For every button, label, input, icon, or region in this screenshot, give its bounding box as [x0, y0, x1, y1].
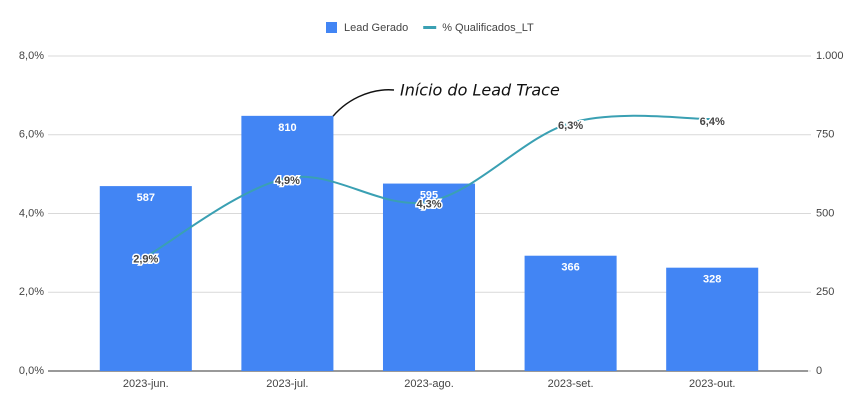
y2-tick-label: 0 — [816, 365, 822, 377]
bar — [99, 186, 192, 371]
bar — [666, 267, 759, 371]
y-tick-label: 0,0% — [19, 365, 44, 377]
line-label: 2,9% — [133, 254, 158, 266]
bar — [382, 183, 476, 371]
bar — [524, 255, 617, 371]
y2-tick-label: 1.000 — [816, 50, 844, 62]
y-tick-label: 4,0% — [19, 207, 44, 219]
legend-label: % Qualificados_LT — [442, 22, 534, 34]
x-tick-label: 2023-set. — [548, 378, 594, 390]
bar-label: 810 — [278, 122, 296, 134]
bar — [241, 115, 334, 371]
legend-swatch — [326, 22, 337, 33]
line — [145, 114, 713, 258]
legend-label: Lead Gerado — [344, 22, 408, 34]
bar-label: 366 — [561, 262, 579, 274]
line-label: 6,4% — [700, 116, 725, 128]
x-tick-label: 2023-jul. — [266, 378, 308, 390]
line-label: 4,9% — [275, 175, 300, 187]
bar-label: 587 — [137, 192, 155, 204]
y-tick-label: 6,0% — [19, 129, 44, 141]
x-tick-label: 2023-out. — [689, 378, 735, 390]
y2-tick-label: 250 — [816, 286, 834, 298]
y-tick-label: 8,0% — [19, 50, 44, 62]
y-tick-label: 2,0% — [19, 286, 44, 298]
bar-label: 595 — [420, 189, 438, 201]
annotation-text: Início do Lead Trace — [400, 81, 560, 100]
y2-tick-label: 500 — [816, 207, 834, 219]
x-tick-label: 2023-jun. — [123, 378, 169, 390]
bar-label: 328 — [703, 274, 721, 286]
line-label: 4,3% — [416, 199, 441, 211]
y2-tick-label: 750 — [816, 129, 834, 141]
line-label: 6,3% — [558, 120, 583, 132]
annotation: Início do Lead Trace — [315, 81, 560, 139]
x-tick-label: 2023-ago. — [404, 378, 454, 390]
